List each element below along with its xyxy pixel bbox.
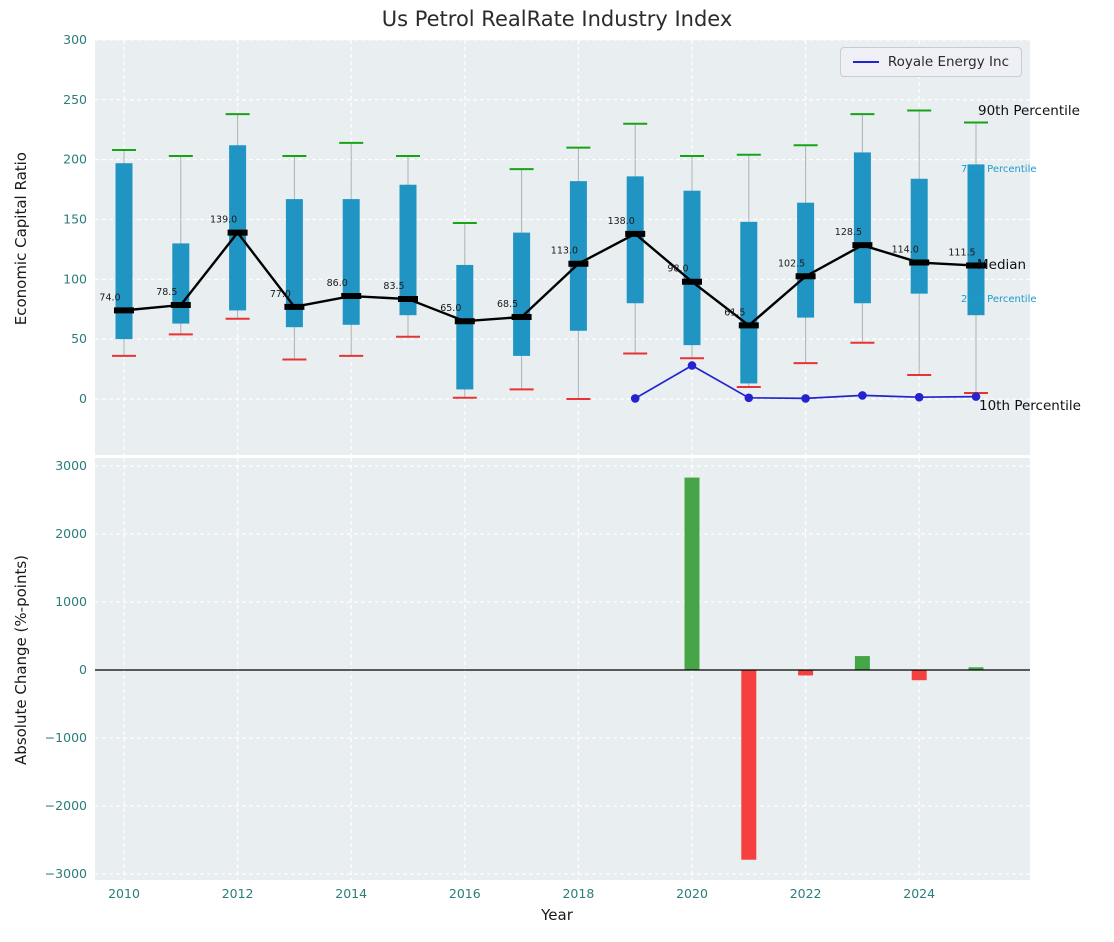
- svg-text:111.5: 111.5: [948, 248, 975, 259]
- svg-text:2010: 2010: [108, 886, 140, 901]
- svg-text:50: 50: [71, 331, 87, 346]
- annotation-90th-percentile: 90th Percentile: [978, 103, 1080, 119]
- svg-text:83.5: 83.5: [383, 281, 404, 292]
- svg-text:98.0: 98.0: [667, 264, 688, 275]
- median-series: 74.0 78.5 139.0 77.0 86.0 83.5 65.0 68.5 113.0 13…: [99, 215, 986, 329]
- svg-text:2018: 2018: [562, 886, 594, 901]
- top-y-axis-label: Economic Capital Ratio: [12, 152, 30, 326]
- bottom-y-axis-label: Absolute Change (%-points): [12, 555, 30, 765]
- svg-text:200: 200: [63, 152, 87, 167]
- svg-text:78.5: 78.5: [156, 287, 177, 298]
- svg-text:2024: 2024: [903, 886, 935, 901]
- annotation-75th-percentile: 75th Percentile: [961, 164, 1037, 175]
- svg-text:250: 250: [63, 92, 87, 107]
- svg-text:3000: 3000: [55, 458, 87, 473]
- chart-title: Us Petrol RealRate Industry Index: [381, 7, 733, 31]
- x-axis-label: Year: [541, 906, 573, 924]
- svg-text:2014: 2014: [335, 886, 367, 901]
- annotation-25th-percentile: 25th Percentile: [961, 294, 1037, 305]
- legend-label: Royale Energy Inc: [887, 54, 1009, 70]
- svg-text:2016: 2016: [449, 886, 481, 901]
- tick-labels: 2010 2012 2014 2016 2018 2020 2022 2024 0 50 100 15…: [45, 32, 935, 901]
- svg-text:300: 300: [63, 32, 87, 47]
- percentile-caps: [112, 109, 988, 400]
- svg-text:102.5: 102.5: [778, 258, 805, 269]
- svg-text:114.0: 114.0: [892, 245, 919, 256]
- svg-text:2012: 2012: [222, 886, 254, 901]
- svg-text:65.0: 65.0: [440, 303, 461, 314]
- svg-text:86.0: 86.0: [327, 278, 348, 289]
- svg-text:128.5: 128.5: [835, 227, 862, 238]
- svg-text:2020: 2020: [676, 886, 708, 901]
- royale-series: [630, 361, 981, 403]
- svg-text:−2000: −2000: [45, 798, 87, 813]
- svg-text:68.5: 68.5: [497, 299, 518, 310]
- legend: Royale Energy Inc: [839, 47, 1022, 77]
- svg-text:0: 0: [79, 391, 87, 406]
- annotation-10th-percentile: 10th Percentile: [979, 398, 1081, 414]
- svg-text:2022: 2022: [790, 886, 822, 901]
- svg-text:0: 0: [79, 662, 87, 677]
- svg-text:100: 100: [63, 271, 87, 286]
- svg-text:113.0: 113.0: [551, 246, 578, 257]
- change-bars: [684, 477, 984, 860]
- svg-text:150: 150: [63, 211, 87, 226]
- svg-text:138.0: 138.0: [608, 216, 635, 227]
- legend-line-sample: [852, 61, 879, 63]
- svg-text:61.5: 61.5: [724, 307, 745, 318]
- panel-backgrounds: [95, 40, 1030, 880]
- annotation-median: Median: [977, 257, 1027, 273]
- svg-text:77.0: 77.0: [270, 289, 291, 300]
- svg-text:2000: 2000: [55, 526, 87, 541]
- svg-text:−1000: −1000: [45, 730, 87, 745]
- svg-text:74.0: 74.0: [99, 292, 120, 303]
- svg-text:1000: 1000: [55, 594, 87, 609]
- svg-text:−3000: −3000: [45, 866, 87, 881]
- svg-text:139.0: 139.0: [210, 215, 237, 226]
